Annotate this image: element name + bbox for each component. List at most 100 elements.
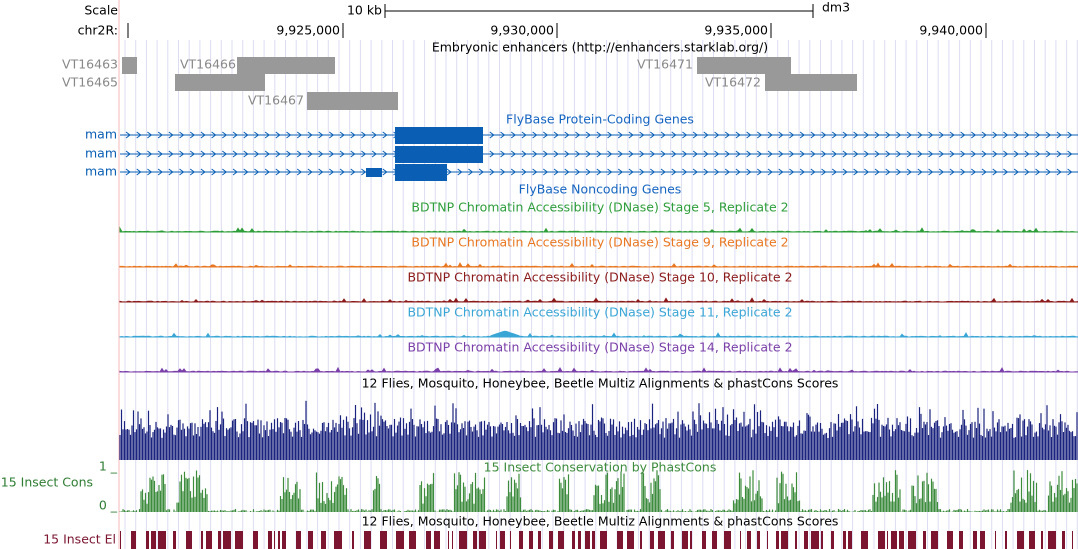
conserved-element — [452, 531, 453, 549]
conserved-element — [282, 531, 286, 549]
conserved-element — [843, 531, 846, 549]
conserved-element — [690, 531, 692, 549]
signal — [119, 330, 1078, 338]
exon — [366, 168, 382, 177]
enhancer-label: VT16471 — [637, 57, 693, 72]
conserved-element — [151, 531, 156, 549]
conserved-element — [776, 531, 779, 549]
conserved-element — [510, 531, 511, 549]
enhancer — [175, 74, 265, 91]
conserved-element — [804, 531, 808, 549]
conserved-element — [396, 531, 404, 549]
conserved-element — [1005, 531, 1007, 549]
conserved-element — [120, 531, 121, 549]
gene-label: mam — [85, 127, 117, 142]
track-label: 15 Insect Cons — [1, 475, 93, 490]
enhancer-label: VT16472 — [705, 75, 761, 90]
conserved-element — [308, 531, 313, 549]
conserved-element — [959, 531, 963, 549]
conserved-element — [218, 531, 221, 549]
ruler-label: 9,935,000 — [704, 23, 768, 38]
conserved-element — [627, 531, 634, 549]
conserved-element — [811, 531, 819, 549]
conserved-element — [1029, 531, 1035, 549]
ruler-label: 9,930,000 — [490, 23, 554, 38]
conserved-element — [278, 531, 280, 549]
enhancer-label: VT16467 — [248, 93, 304, 108]
conserved-element — [519, 531, 523, 549]
track-title: 15 Insect Conservation by PhastCons — [484, 460, 717, 475]
conserved-element — [206, 531, 212, 549]
conserved-element — [268, 531, 272, 549]
conserved-element — [712, 531, 717, 549]
conserved-element — [585, 531, 590, 549]
enhancer — [307, 92, 398, 110]
conserved-element — [223, 531, 231, 549]
conserved-element — [980, 531, 985, 549]
conserved-element — [887, 531, 888, 549]
conserved-element — [578, 531, 581, 549]
enhancer-label: VT16465 — [62, 75, 118, 90]
dnase-tracks: BDTNP Chromatin Accessibility (DNase) St… — [119, 200, 1078, 373]
enhancer — [122, 57, 137, 74]
track-title: BDTNP Chromatin Accessibility (DNase) St… — [411, 200, 788, 215]
conserved-element — [947, 531, 953, 549]
signal — [119, 262, 1078, 268]
conserved-element — [650, 531, 654, 549]
conserved-element — [479, 531, 486, 549]
conserved-element — [321, 531, 326, 549]
conserved-element — [1041, 531, 1043, 549]
conserved-element — [352, 531, 354, 549]
conserved-element — [572, 531, 575, 549]
conserved-element — [747, 531, 751, 549]
assembly: dm3 — [822, 0, 850, 15]
conserved-element — [740, 531, 741, 549]
track-title: BDTNP Chromatin Accessibility (DNase) St… — [407, 340, 792, 355]
elements-track — [120, 531, 1073, 549]
conserved-element — [253, 531, 258, 549]
conserved-element — [235, 531, 243, 549]
signal — [119, 226, 1078, 233]
conserved-element — [658, 531, 665, 549]
conserved-element — [146, 531, 149, 549]
conserved-element — [848, 531, 852, 549]
chrom-label: chr2R: — [78, 23, 118, 38]
scale-bar-label: 10 kb — [347, 3, 382, 18]
conserved-element — [757, 531, 760, 549]
conserved-element — [409, 531, 416, 549]
conserved-element — [821, 531, 823, 549]
conserved-element — [380, 531, 387, 549]
conserved-element — [1017, 531, 1024, 549]
conserved-element — [899, 531, 904, 549]
track-title: 12 Flies, Mosquito, Honeybee, Beetle Mul… — [362, 376, 839, 391]
conserved-element — [201, 531, 203, 549]
gene-track: mam mam mam — [85, 127, 1078, 181]
conserved-element — [931, 531, 938, 549]
phastcons-track — [119, 470, 1078, 512]
conserved-element — [671, 531, 674, 549]
enhancer — [697, 57, 791, 74]
conserved-element — [682, 531, 688, 549]
conserved-element — [995, 531, 996, 549]
axis-label: 1 _ — [99, 459, 118, 474]
conserved-element — [767, 531, 768, 549]
conserved-element — [592, 531, 595, 549]
gene-label: mam — [85, 146, 117, 161]
conserved-element — [891, 531, 897, 549]
multiz-track — [119, 400, 1078, 460]
conserved-element — [702, 531, 706, 549]
gene-label: mam — [85, 164, 117, 179]
conserved-element — [1048, 531, 1056, 549]
conserved-element — [529, 531, 533, 549]
track-title: FlyBase Noncoding Genes — [519, 182, 682, 197]
conserved-element — [558, 531, 564, 549]
track-title: FlyBase Protein-Coding Genes — [506, 112, 694, 127]
track-title: BDTNP Chromatin Accessibility (DNase) St… — [407, 270, 792, 285]
conserved-element — [434, 531, 440, 549]
ruler: 9,925,000 9,930,000 9,935,000 9,940,000 — [276, 23, 987, 38]
exon — [395, 164, 447, 181]
conserved-element — [908, 531, 916, 549]
track-title: BDTNP Chromatin Accessibility (DNase) St… — [407, 305, 792, 320]
conserved-element — [473, 531, 477, 549]
